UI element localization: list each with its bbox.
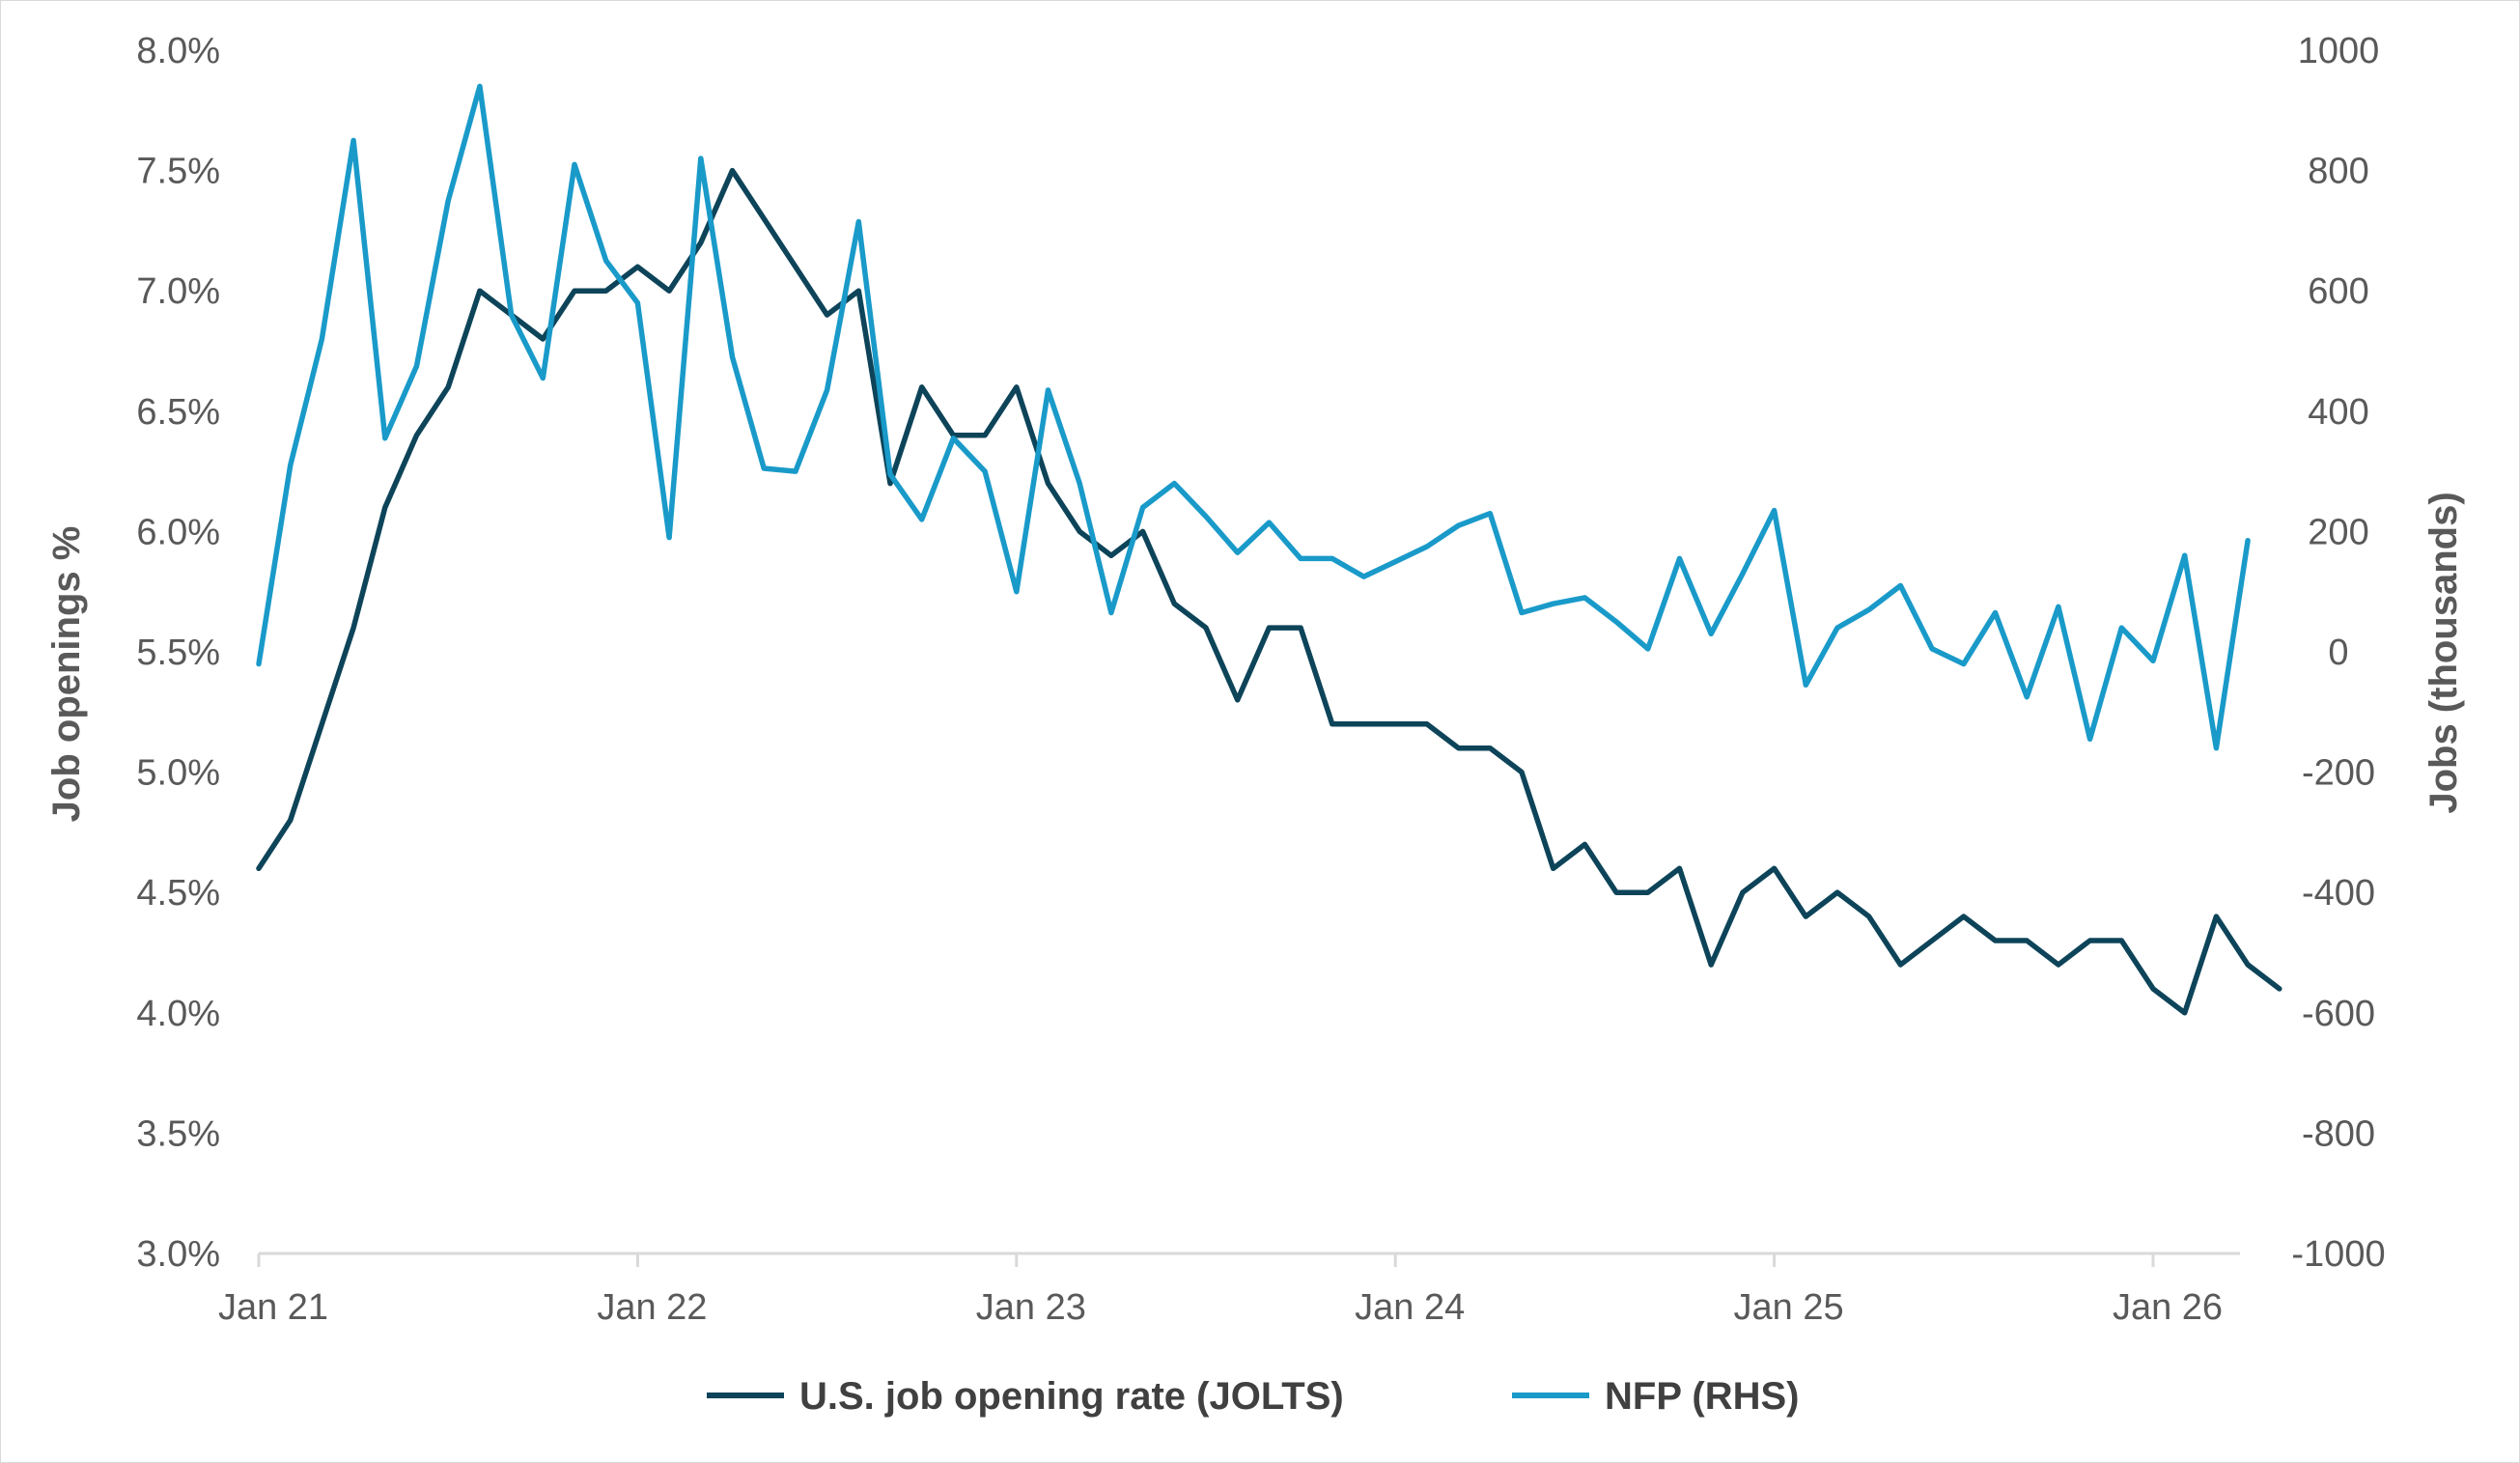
x-tick-label: Jan 21	[218, 1287, 328, 1328]
right-tick-label: -600	[2302, 994, 2375, 1034]
x-tick-label: Jan 25	[1734, 1287, 1844, 1328]
left-tick-label: 3.5%	[136, 1113, 220, 1154]
legend-label-nfp: NFP (RHS)	[1605, 1375, 1799, 1418]
left-axis-title: Job openings %	[45, 526, 88, 823]
legend-item-nfp[interactable]: NFP (RHS)	[1512, 1375, 1799, 1418]
series-line-jolts	[256, 167, 2282, 1016]
legend-item-jolts[interactable]: U.S. job opening rate (JOLTS)	[707, 1375, 1344, 1418]
right-tick-label: 600	[2308, 271, 2368, 312]
left-tick-label: 4.5%	[136, 873, 220, 914]
left-axis-ticks: 3.0% 3.5% 4.0% 4.5% 5.0% 5.5% 6.0% 6.5% 7.0% 7.5%…	[136, 31, 220, 1275]
right-tick-label: -800	[2302, 1113, 2375, 1154]
x-tick-label: Jan 23	[976, 1287, 1086, 1328]
left-tick-label: 4.0%	[136, 994, 220, 1034]
right-tick-label: 800	[2308, 152, 2368, 192]
right-tick-label: 400	[2308, 392, 2368, 433]
right-axis-title: Jobs (thousands)	[2422, 492, 2465, 813]
left-tick-label: 3.0%	[136, 1234, 220, 1275]
right-tick-label: -200	[2302, 753, 2375, 794]
x-tick-label: Jan 26	[2113, 1287, 2223, 1328]
series-layer	[256, 83, 2282, 1016]
series-line-nfp	[256, 83, 2251, 751]
right-tick-label: -1000	[2291, 1234, 2385, 1275]
left-tick-label: 5.0%	[136, 753, 220, 794]
right-axis-ticks: -1000 -800 -600 -400 -200 0 200 400 600 800 1000	[2291, 31, 2385, 1275]
left-tick-label: 5.5%	[136, 633, 220, 673]
right-tick-label: 1000	[2298, 31, 2380, 71]
left-tick-label: 6.5%	[136, 392, 220, 433]
x-tick-label: Jan 24	[1355, 1287, 1465, 1328]
right-tick-label: 0	[2328, 633, 2348, 673]
left-tick-label: 8.0%	[136, 31, 220, 71]
legend: U.S. job opening rate (JOLTS) NFP (RHS)	[707, 1375, 1799, 1418]
right-tick-label: -400	[2302, 873, 2375, 914]
left-tick-label: 7.5%	[136, 152, 220, 192]
right-tick-label: 200	[2308, 512, 2368, 552]
x-tick-label: Jan 22	[597, 1287, 707, 1328]
x-axis-ticks: Jan 21 Jan 22 Jan 23 Jan 24 Jan 25 Jan 26	[218, 1253, 2223, 1328]
left-tick-label: 6.0%	[136, 512, 220, 552]
left-tick-label: 7.0%	[136, 271, 220, 312]
legend-label-jolts: U.S. job opening rate (JOLTS)	[799, 1375, 1344, 1418]
